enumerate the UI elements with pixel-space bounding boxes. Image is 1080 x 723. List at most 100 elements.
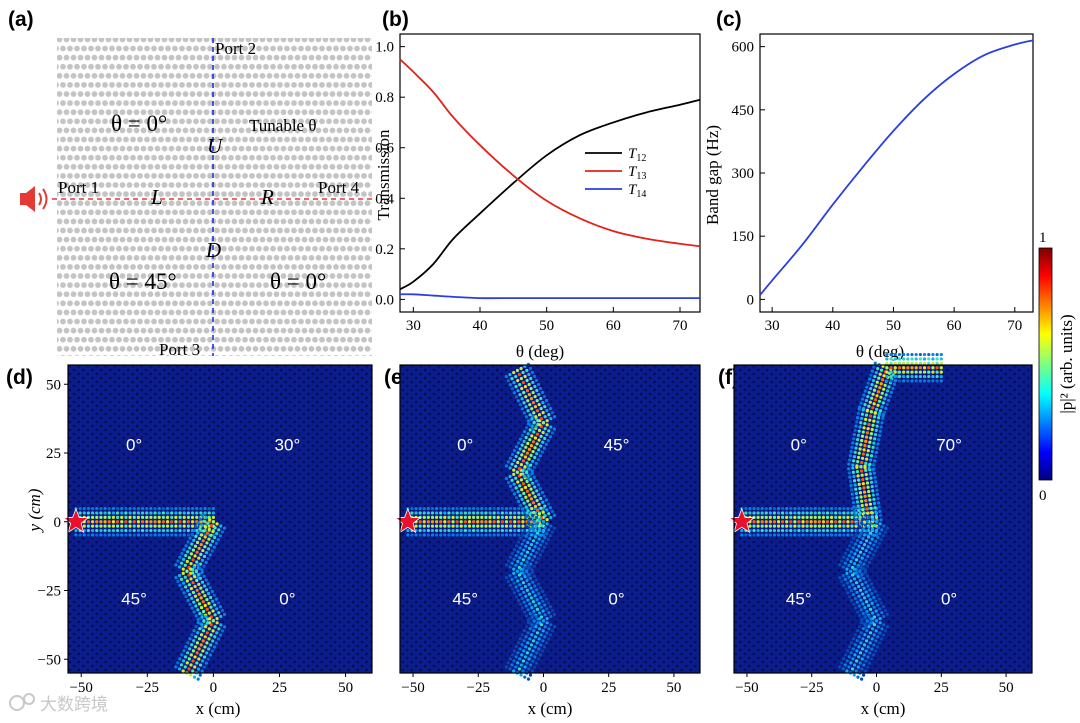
e-field-spot (512, 557, 516, 561)
d-field-spot (149, 520, 153, 524)
b-legend: T12 T13 T14 (585, 146, 646, 200)
f-field-spot (902, 361, 906, 365)
f-field-spot (860, 657, 864, 661)
f-field-spot (851, 496, 855, 500)
e-field-spot (538, 518, 542, 522)
e-field-spot (521, 370, 525, 375)
d-field-spot (182, 506, 186, 511)
f-field-spot (856, 665, 860, 669)
e-field-spot (533, 545, 537, 549)
f-field-spot (868, 440, 872, 444)
d-field-spot (153, 533, 157, 537)
e-field-spot (463, 533, 467, 537)
d-field-spot (178, 533, 182, 537)
e-field-spot (532, 519, 536, 523)
e-field-spot (522, 511, 527, 515)
f-field-spot (864, 472, 868, 477)
e-field-spot (522, 610, 527, 614)
e-field-spot (523, 575, 527, 579)
f-field-spot (867, 377, 872, 381)
d-field-spot (180, 587, 184, 591)
e-field-spot (518, 536, 523, 540)
d-field-spot (149, 511, 153, 515)
d-field-spot (103, 524, 107, 528)
f-field-spot (877, 399, 882, 403)
e-field-spot (525, 451, 530, 455)
f-field-spot (760, 515, 764, 519)
d-field-spot (186, 511, 190, 515)
f-field-spot (869, 582, 874, 586)
f-field-spot (865, 665, 870, 669)
f-field-spot (846, 515, 850, 519)
f-field-spot (875, 407, 879, 411)
f-field-spot (865, 431, 869, 435)
e-field-spot (522, 449, 526, 453)
f-field-spot (830, 506, 834, 511)
d-field-spot (186, 550, 190, 554)
e-field-spot (534, 625, 538, 629)
e-field-spot (488, 515, 492, 519)
f-field-spot (785, 515, 789, 519)
e-field-spot (550, 431, 555, 435)
f-field-spot (853, 483, 857, 487)
e-field-spot (504, 533, 509, 537)
d-field-spot (205, 541, 209, 545)
f-field-spot (845, 649, 850, 653)
e-field-spot (533, 594, 537, 598)
f-field-spot (772, 528, 777, 533)
e-field-spot (533, 495, 537, 499)
f-field-spot (872, 643, 876, 647)
f-field-spot (805, 506, 809, 511)
f-field-spot (797, 524, 801, 528)
f-field-spot (838, 665, 842, 669)
f-field-spot (825, 511, 830, 515)
f-field-spot (772, 506, 777, 511)
d-field-spot (207, 511, 211, 515)
e-field-spot (447, 515, 451, 519)
d-field-spot (216, 601, 220, 605)
d-field-spot (176, 579, 180, 584)
e-field-spot (539, 434, 543, 438)
f-field-spot (927, 370, 931, 374)
f-field-spot (861, 407, 866, 411)
d-field-spot (132, 528, 136, 533)
e-field-spot (514, 563, 518, 567)
f-field-spot (868, 607, 873, 611)
d-field-spot (197, 556, 201, 560)
f-field-spot (878, 386, 882, 390)
e-field-spot (517, 466, 521, 471)
f-field-spot (885, 612, 889, 616)
f-field-spot (872, 595, 876, 600)
f-field-spot (793, 524, 797, 528)
d-field-spot (199, 520, 203, 524)
d-field-spot (182, 524, 186, 528)
f-field-spot (850, 515, 854, 519)
d-field-spot (183, 665, 187, 669)
f-field-spot (857, 604, 861, 608)
f-field-spot (897, 361, 902, 365)
d-field-spot (120, 520, 124, 524)
f-field-spot (876, 625, 880, 629)
d-field-spot (218, 633, 223, 637)
f-field-spot (862, 486, 866, 490)
e-field-spot (531, 380, 535, 385)
b-xtick-label: 40 (473, 318, 488, 334)
d-field-spot (153, 520, 157, 524)
f-field-spot (838, 520, 842, 524)
f-field-spot (857, 534, 861, 539)
d-field-spot (203, 594, 207, 598)
f-field-spot (860, 460, 864, 465)
d-field-spot (145, 515, 149, 519)
e-field-spot (526, 598, 530, 602)
c-ytick-label: 300 (732, 166, 755, 182)
d-field-spot (193, 554, 197, 558)
b-xtick-label: 70 (673, 318, 688, 334)
f-field-spot (868, 502, 873, 506)
d-ytick-label: 50 (46, 377, 61, 393)
f-field-spot (873, 589, 878, 594)
d-field-spot (207, 601, 211, 605)
f-field-spot (768, 533, 772, 537)
e-field-spot (524, 405, 528, 409)
f-field-spot (871, 406, 875, 410)
f-field-spot (849, 484, 853, 488)
